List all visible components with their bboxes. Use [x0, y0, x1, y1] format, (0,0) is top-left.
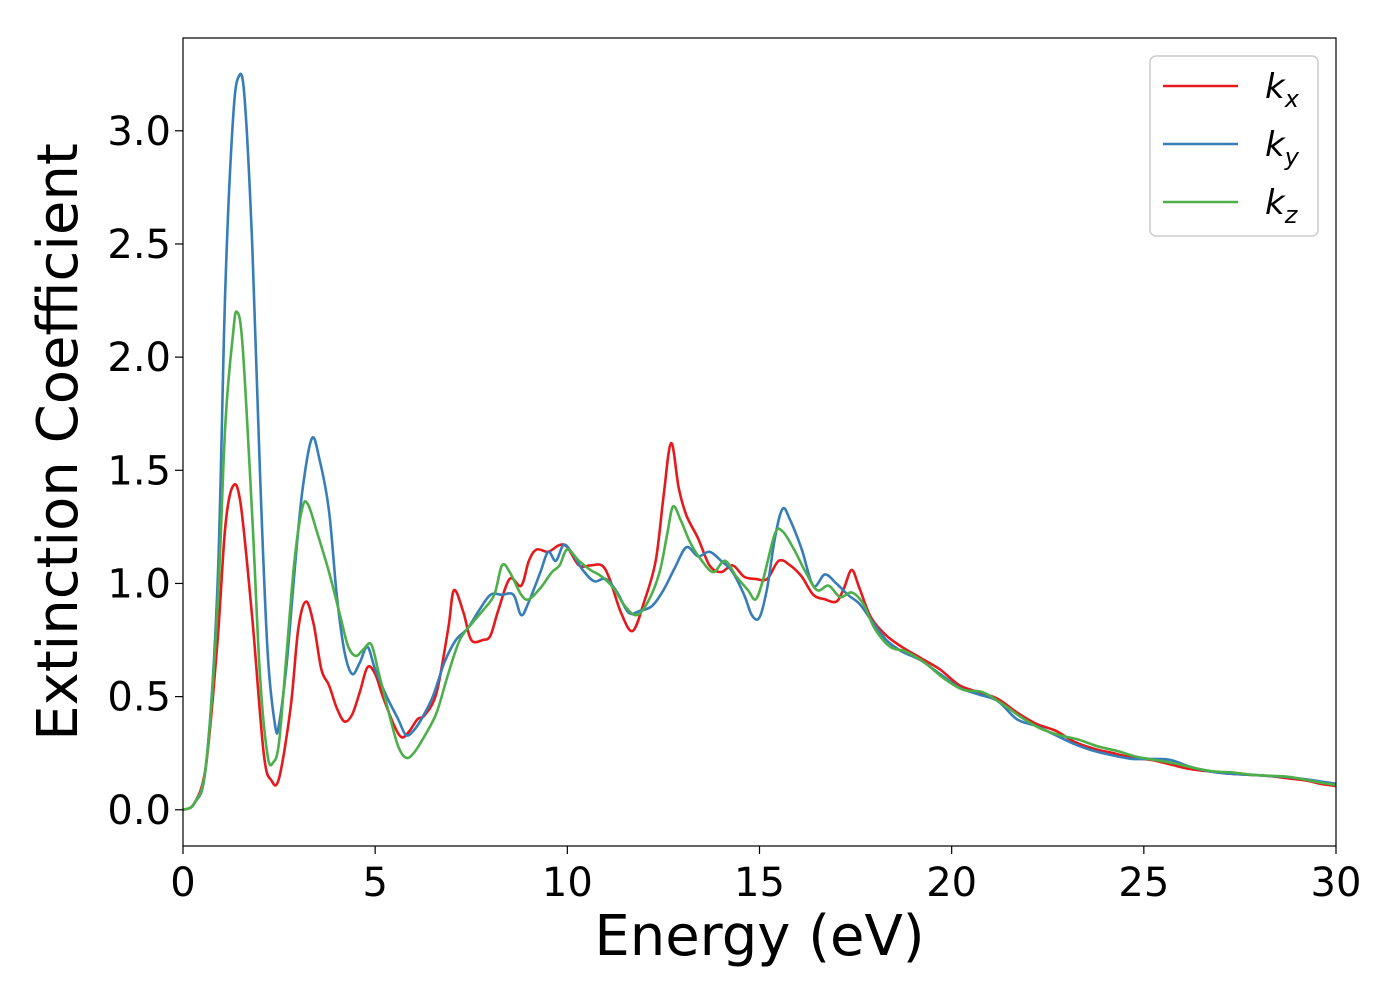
series-line-kz — [182, 310, 1337, 812]
x-axis-label: Energy (eV) — [594, 904, 924, 969]
y-tick-label: 3.0 — [107, 109, 171, 155]
plot-background — [183, 38, 1336, 846]
series-line-kx — [182, 441, 1337, 812]
x-tick-label: 5 — [362, 860, 387, 906]
y-tick-label: 1.0 — [107, 561, 171, 607]
y-axis-label: Extinction Coefficient — [26, 143, 91, 741]
legend-label-kz: kz — [1265, 183, 1299, 229]
series-layer — [182, 72, 1337, 812]
x-tick-label: 25 — [1118, 860, 1169, 906]
legend: kx ky kz — [1149, 55, 1319, 237]
y-tick-label: 0.0 — [107, 788, 171, 834]
legend-label-kx: kx — [1265, 67, 1300, 113]
y-tick-label: 2.5 — [107, 222, 171, 268]
y-tick-label: 0.5 — [107, 675, 171, 721]
y-tick-label: 1.5 — [107, 448, 171, 494]
legend-box — [1149, 55, 1319, 237]
y-tick-label: 2.0 — [107, 335, 171, 381]
x-tick-label: 10 — [542, 860, 593, 906]
y-axis-ticks: 0.0 0.5 1.0 1.5 2.0 2.5 3.0 — [107, 109, 183, 834]
x-tick-label: 0 — [170, 860, 195, 906]
x-tick-label: 30 — [1311, 860, 1362, 906]
x-tick-label: 15 — [734, 860, 785, 906]
x-tick-label: 20 — [926, 860, 977, 906]
x-axis-ticks: 0 5 10 15 20 25 30 — [170, 846, 1361, 906]
legend-label-ky: ky — [1265, 125, 1300, 171]
